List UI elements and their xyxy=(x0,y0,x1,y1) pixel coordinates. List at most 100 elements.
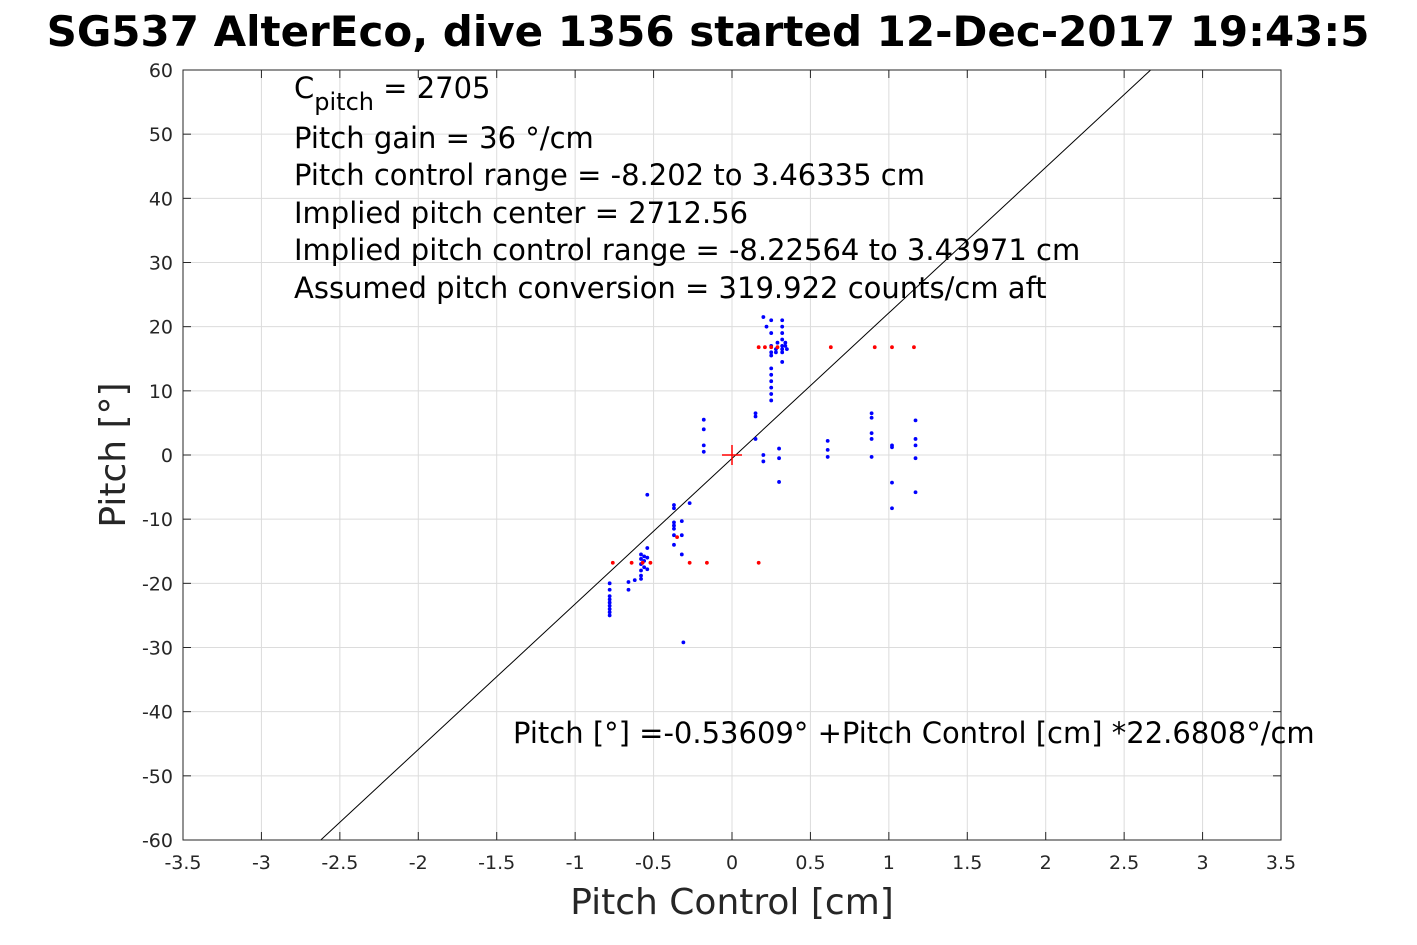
data-point xyxy=(639,557,643,561)
data-point xyxy=(913,418,918,423)
data-point xyxy=(701,427,706,432)
reference-point xyxy=(872,345,877,350)
data-point xyxy=(607,610,612,615)
data-point xyxy=(645,492,650,497)
data-point xyxy=(642,554,647,559)
reference-point xyxy=(705,560,709,565)
x-tick-label: -3 xyxy=(252,852,271,874)
data-point xyxy=(679,552,684,557)
y-tick-label: -50 xyxy=(142,766,173,788)
y-tick-label: 50 xyxy=(149,124,173,146)
data-point xyxy=(780,331,785,335)
data-point xyxy=(753,437,758,441)
x-tick-label: -1.5 xyxy=(478,852,515,874)
data-point xyxy=(769,353,774,358)
data-point xyxy=(761,315,766,319)
data-point xyxy=(626,580,631,584)
data-point xyxy=(753,411,758,416)
data-point xyxy=(869,411,874,416)
x-tick-label: 2 xyxy=(1040,852,1052,874)
data-point xyxy=(869,437,874,441)
y-tick-label: -20 xyxy=(142,573,173,595)
y-tick-label: 10 xyxy=(149,381,173,403)
y-tick-label: -60 xyxy=(142,830,173,852)
reference-point xyxy=(828,345,833,350)
data-point xyxy=(681,640,686,645)
x-tick-label: 3 xyxy=(1197,852,1209,874)
x-tick-label: -3.5 xyxy=(164,852,201,874)
x-tick-label: -0.5 xyxy=(635,852,672,874)
data-point xyxy=(607,594,612,599)
data-point xyxy=(777,480,781,484)
data-point xyxy=(769,392,774,396)
reference-point xyxy=(756,560,761,565)
data-point xyxy=(701,449,706,454)
data-point xyxy=(869,455,874,459)
data-point xyxy=(783,344,788,348)
data-point xyxy=(780,360,785,364)
data-point xyxy=(780,324,785,329)
data-point xyxy=(607,581,612,586)
reference-point xyxy=(890,345,894,350)
reference-point xyxy=(763,345,767,350)
y-tick-label: -10 xyxy=(142,509,173,531)
data-point xyxy=(769,385,774,390)
x-tick-label: 1.5 xyxy=(952,852,982,874)
data-point xyxy=(672,506,676,511)
data-point xyxy=(632,578,637,583)
data-point xyxy=(607,607,612,611)
x-tick-label: 1 xyxy=(883,852,895,874)
data-point xyxy=(825,455,830,459)
data-point xyxy=(775,340,780,345)
data-point xyxy=(645,555,650,560)
data-point xyxy=(869,431,874,436)
fit-equation-annotation: Pitch [°] =-0.53609° +Pitch Control [cm]… xyxy=(513,716,1315,750)
data-point xyxy=(780,344,785,348)
data-point xyxy=(607,597,612,602)
implied-pitch-range-annotation: Implied pitch control range = -8.22564 t… xyxy=(294,233,1080,267)
data-point xyxy=(645,546,650,550)
data-point xyxy=(769,366,774,371)
data-point xyxy=(701,443,706,448)
data-point xyxy=(769,350,774,355)
data-point xyxy=(825,447,830,452)
data-points xyxy=(607,315,918,645)
data-point xyxy=(701,417,706,422)
x-tick-label: 2.5 xyxy=(1109,852,1139,874)
cpitch-base: C xyxy=(294,71,314,105)
data-point xyxy=(761,459,766,464)
data-point xyxy=(639,552,643,557)
data-point xyxy=(769,331,774,335)
data-point xyxy=(672,503,676,507)
reference-point xyxy=(640,560,645,565)
data-point xyxy=(890,480,894,485)
reference-point xyxy=(675,535,679,540)
grid xyxy=(182,69,1282,841)
y-tick-label: 0 xyxy=(161,445,173,467)
data-point xyxy=(679,533,684,538)
center-marker-group xyxy=(722,445,742,465)
data-point xyxy=(913,490,918,495)
reference-point xyxy=(775,345,780,350)
data-point xyxy=(869,415,874,420)
data-point xyxy=(913,443,918,448)
data-point xyxy=(753,414,758,419)
data-point xyxy=(780,350,785,355)
x-tick-label: 0.5 xyxy=(795,852,825,874)
data-point xyxy=(672,533,676,538)
data-point xyxy=(780,337,785,342)
reference-point xyxy=(610,560,615,565)
data-point xyxy=(672,523,676,528)
x-tick-label: 0 xyxy=(726,852,738,874)
data-point xyxy=(913,437,918,441)
data-point xyxy=(769,398,774,403)
data-point xyxy=(890,445,894,450)
y-axis-label: Pitch [°] xyxy=(93,382,134,527)
data-point xyxy=(761,453,766,457)
data-point xyxy=(607,603,612,608)
data-point xyxy=(769,372,774,377)
y-tick-label: 60 xyxy=(149,60,173,82)
reference-point xyxy=(648,560,653,565)
data-point xyxy=(639,573,643,578)
pitch-gain-annotation: Pitch gain = 36 °/cm xyxy=(294,121,594,155)
